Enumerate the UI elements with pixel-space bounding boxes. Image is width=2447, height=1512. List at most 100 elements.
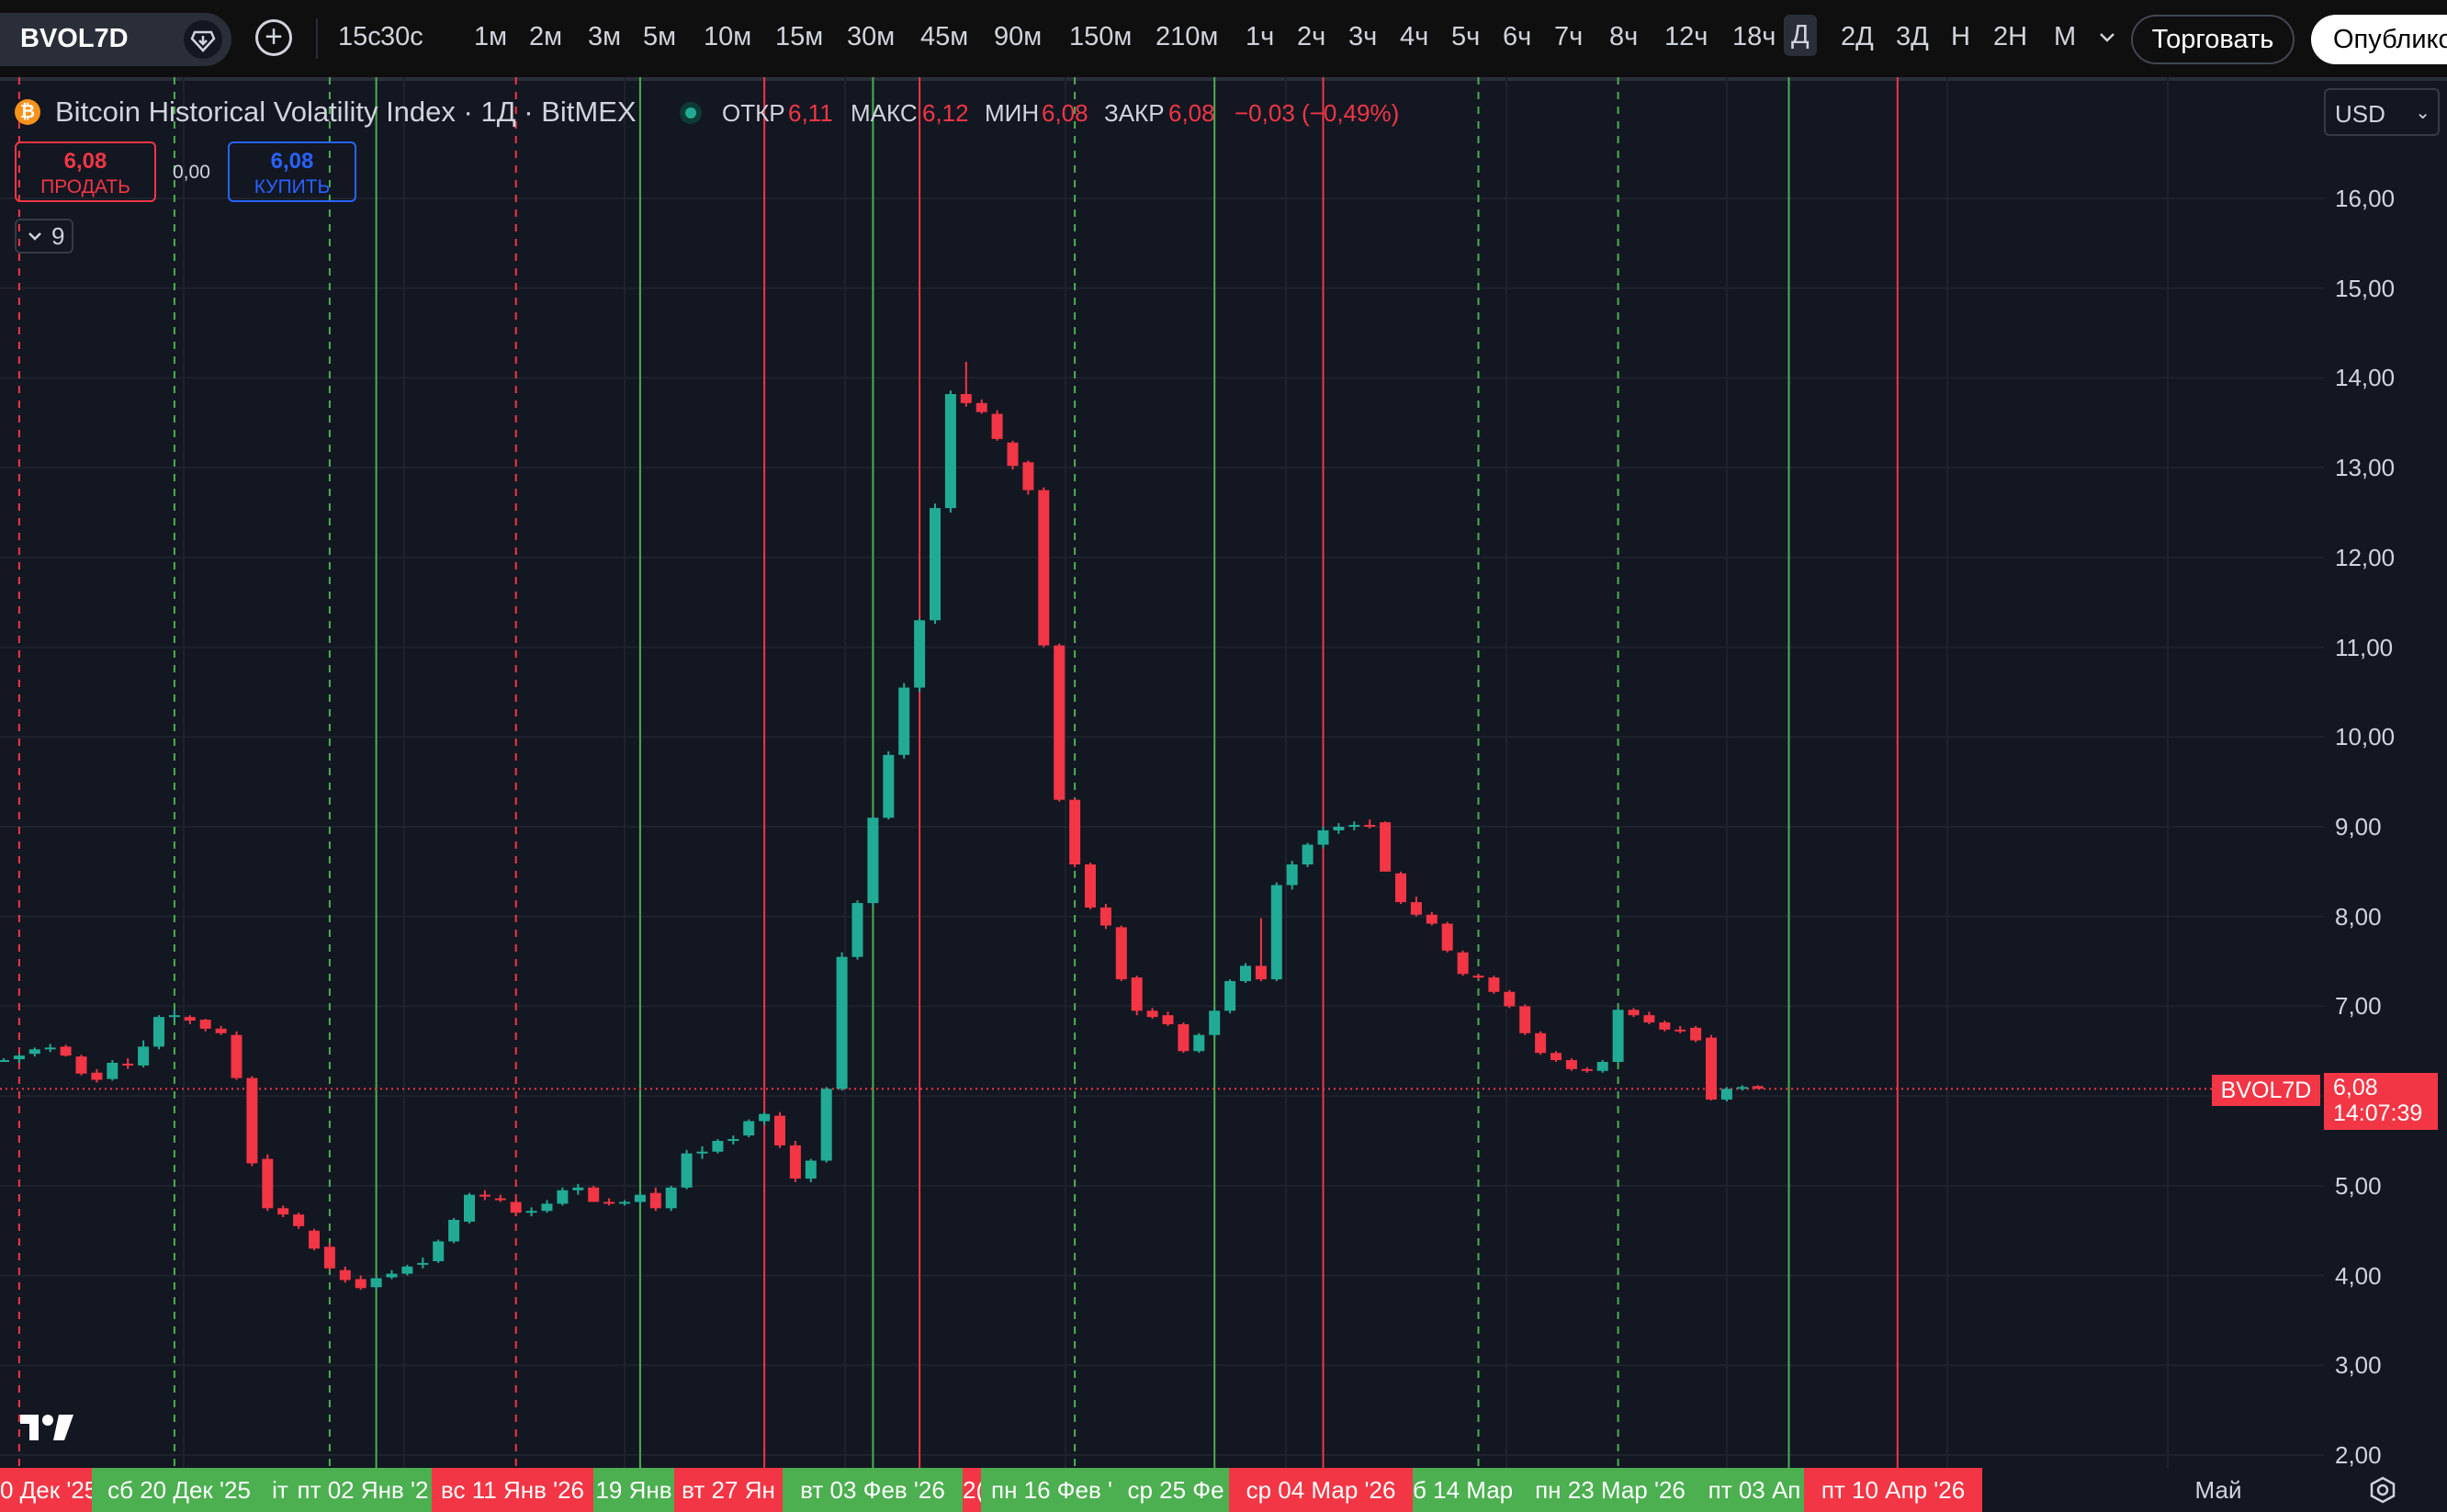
open-label: ОТКР (722, 99, 785, 127)
market-status-icon[interactable] (680, 102, 702, 124)
interval-19[interactable]: 6ч (1503, 22, 1532, 51)
interval-5[interactable]: 3м (588, 22, 622, 51)
interval-16[interactable]: 3ч (1348, 22, 1378, 51)
candle-body (13, 1055, 25, 1060)
interval-26[interactable]: 3Д (1896, 22, 1929, 51)
indicators-toggle-button[interactable]: 9 (15, 219, 73, 254)
price-tick-label: 8,00 (2335, 902, 2382, 931)
candle-48 (727, 1135, 739, 1145)
sell-button[interactable]: 6,08 ПРОДАТЬ (15, 141, 156, 202)
candle-body (1115, 927, 1127, 980)
chevron-down-icon[interactable] (2098, 31, 2116, 49)
candle-body (215, 1028, 227, 1033)
interval-24[interactable]: Д (1784, 15, 1817, 56)
candle-body (44, 1047, 56, 1050)
symbol-search-box[interactable]: BVOL7D (0, 13, 231, 66)
interval-7[interactable]: 10м (704, 22, 752, 51)
candle-body (1410, 902, 1422, 915)
interval-15[interactable]: 2ч (1297, 22, 1326, 51)
candle-101 (1551, 1051, 1562, 1063)
interval-2[interactable]: 30с (380, 22, 423, 51)
interval-4[interactable]: 2м (529, 22, 563, 51)
candle-58 (883, 750, 895, 820)
candle-69 (1054, 643, 1066, 802)
candle-80 (1224, 979, 1236, 1014)
candle-body (930, 508, 941, 621)
interval-14[interactable]: 1ч (1246, 22, 1275, 51)
candle-body (464, 1194, 475, 1222)
candle-11 (153, 1015, 164, 1050)
candle-body (743, 1121, 755, 1136)
candle-45 (681, 1149, 693, 1190)
last-price-label: 6,08 14:07:39 (2324, 1073, 2438, 1130)
candle-8 (107, 1060, 118, 1081)
candle-46 (696, 1145, 708, 1159)
interval-10[interactable]: 45м (920, 22, 969, 51)
candle-body (122, 1063, 134, 1066)
interval-22[interactable]: 12ч (1664, 22, 1708, 51)
interval-27[interactable]: Н (1951, 22, 1970, 51)
candle-body (339, 1269, 351, 1281)
currency-select[interactable]: USD ⌄ (2324, 88, 2440, 136)
candle-body (525, 1211, 537, 1213)
interval-25[interactable]: 2Д (1841, 22, 1874, 51)
indicators-count: 9 (51, 222, 65, 250)
candle-body (1690, 1027, 1702, 1041)
candle-31 (464, 1192, 475, 1224)
candle-78 (1193, 1032, 1205, 1054)
candle-23 (339, 1266, 351, 1283)
price-chart[interactable] (0, 77, 2447, 1468)
trade-button[interactable]: Торговать (2131, 15, 2295, 64)
tradingview-logo-icon[interactable] (18, 1411, 77, 1449)
candle-body (1038, 490, 1050, 646)
interval-12[interactable]: 150м (1069, 22, 1133, 51)
price-tick-label: 13,00 (2335, 454, 2396, 482)
candle-body (759, 1113, 771, 1122)
interval-21[interactable]: 8ч (1609, 22, 1639, 51)
candle-28 (417, 1258, 429, 1269)
candle-body (1720, 1089, 1732, 1100)
date-label-5: вс 11 Янв '26 (432, 1468, 593, 1512)
candle-72 (1099, 904, 1111, 930)
candle-109 (1675, 1025, 1686, 1033)
interval-3[interactable]: 1м (474, 22, 508, 51)
date-label-17: Май (2194, 1476, 2242, 1504)
candle-body (1333, 827, 1345, 830)
symbol-search-icon[interactable] (184, 20, 222, 59)
legend-title[interactable]: Bitcoin Historical Volatility Index · 1Д… (55, 96, 637, 128)
gear-icon[interactable] (2368, 1475, 2397, 1509)
candle-50 (759, 1111, 771, 1125)
candle-body (1069, 799, 1081, 865)
chevron-down-icon: ⌄ (2415, 103, 2430, 123)
candle-5 (60, 1044, 72, 1057)
interval-8[interactable]: 15м (775, 22, 824, 51)
candle-body (1380, 822, 1392, 872)
interval-29[interactable]: М (2054, 22, 2077, 51)
publish-button[interactable]: Опублико (2311, 15, 2447, 64)
compare-add-symbol-button[interactable]: + (255, 19, 292, 56)
interval-28[interactable]: 2Н (1993, 22, 2028, 51)
candle-114 (1752, 1085, 1764, 1089)
interval-6[interactable]: 5м (643, 22, 677, 51)
candle-body (168, 1015, 180, 1018)
candle-10 (138, 1040, 150, 1067)
candle-body (309, 1230, 320, 1249)
interval-23[interactable]: 18ч (1732, 22, 1776, 51)
interval-9[interactable]: 30м (847, 22, 896, 51)
candle-body (1240, 965, 1251, 982)
low-label: МИН (985, 99, 1040, 127)
interval-13[interactable]: 210м (1156, 22, 1219, 51)
candle-body (479, 1194, 491, 1197)
interval-18[interactable]: 5ч (1451, 22, 1481, 51)
interval-20[interactable]: 7ч (1554, 22, 1584, 51)
candle-body (1131, 977, 1143, 1011)
interval-11[interactable]: 90м (994, 22, 1043, 51)
buy-button[interactable]: 6,08 КУПИТЬ (228, 141, 356, 202)
interval-17[interactable]: 4ч (1400, 22, 1429, 51)
candle-body (1178, 1023, 1190, 1052)
price-tick-label: 15,00 (2335, 274, 2396, 302)
candle-92 (1410, 897, 1422, 917)
candle-body (246, 1078, 258, 1164)
candle-body (1596, 1062, 1608, 1071)
interval-1[interactable]: 15с (338, 22, 381, 51)
